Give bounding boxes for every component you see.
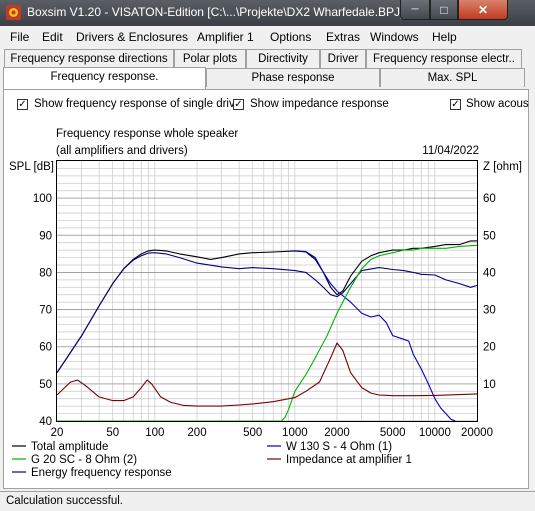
x-tick-label: 20 (51, 427, 64, 439)
menu-amplifier[interactable]: Amplifier 1 (197, 30, 254, 44)
axis-ticks: 40 50 60 70 80 90 100 10 20 30 40 50 60 20 50 100 200 500… (33, 193, 496, 439)
chart-legend: Total amplitude W 130 S - 4 Ohm (1) G 20 S… (12, 441, 412, 479)
y2-tick-label: 10 (483, 379, 496, 391)
impedance-checkbox[interactable]: ✓ (233, 99, 244, 110)
tab-max-spl[interactable]: Max. SPL (380, 68, 525, 87)
chart-date: 11/04/2022 (422, 145, 479, 157)
tab-polar-plots[interactable]: Polar plots (174, 49, 246, 68)
impedance-label: Show impedance response (250, 98, 389, 110)
maximize-button[interactable]: □ (430, 0, 458, 20)
minimize-icon: ─ (411, 4, 419, 15)
tab-directivity[interactable]: Directivity (246, 49, 320, 68)
legend-label: Energy frequency response (31, 467, 172, 479)
right-axis-label: Z [ohm] (483, 161, 522, 173)
menu-file[interactable]: File (10, 30, 30, 44)
y2-tick-label: 20 (483, 342, 496, 354)
x-tick-label: 10000 (419, 427, 451, 439)
title-bar: Boxsim V1.20 - VISATON-Edition [C:\...\P… (0, 0, 535, 26)
menu-help[interactable]: Help (432, 30, 457, 44)
menu-windows[interactable]: Windows (370, 30, 419, 44)
plot-frame (56, 160, 478, 422)
status-bar: Calculation successful. (0, 491, 535, 511)
y-tick-label: 70 (39, 305, 52, 317)
status-text: Calculation successful. (6, 495, 123, 507)
tab-phase-response[interactable]: Phase response (206, 68, 380, 87)
x-tick-label: 500 (243, 427, 262, 439)
chart-subtitle: (all amplifiers and drivers) (56, 145, 188, 157)
chart-series (56, 240, 478, 422)
y2-tick-label: 60 (483, 193, 496, 205)
menu-drivers-enclosures[interactable]: Drivers & Enclosures (76, 30, 189, 44)
close-icon: ✕ (477, 2, 489, 17)
y-tick-label: 40 (39, 416, 52, 428)
series-line-total-amplitude (56, 240, 477, 374)
x-tick-label: 5000 (380, 427, 406, 439)
tab-frequency-response[interactable]: Frequency response. (3, 67, 206, 89)
series-line-g-20-sc-8-ohm-2 (57, 244, 478, 422)
x-tick-label: 100 (145, 427, 164, 439)
tab-driver[interactable]: Driver (320, 49, 366, 68)
x-tick-label: 20000 (461, 427, 493, 439)
x-tick-label: 200 (187, 427, 206, 439)
frequency-response-chart: Frequency response whole speaker (all am… (9, 128, 522, 479)
single-drive-label: Show frequency response of single drive (34, 98, 242, 110)
close-button[interactable]: ✕ (458, 0, 508, 20)
tab-frequency-response-electrical[interactable]: Frequency response electr.. (366, 49, 522, 68)
y2-tick-label: 40 (483, 267, 496, 279)
y-tick-label: 90 (39, 230, 52, 242)
y2-tick-label: 50 (483, 230, 496, 242)
menu-extras[interactable]: Extras (326, 30, 361, 44)
tab-strip: Frequency response directions Polar plot… (0, 47, 535, 89)
x-tick-label: 1000 (282, 427, 308, 439)
series-line-w-130-s-4-ohm-1 (294, 250, 456, 422)
x-tick-label: 50 (106, 427, 119, 439)
minimize-button[interactable]: ─ (400, 0, 430, 20)
legend-label: G 20 SC - 8 Ohm (2) (31, 454, 137, 466)
y2-tick-label: 30 (483, 305, 496, 317)
y-tick-label: 80 (39, 267, 52, 279)
menu-options[interactable]: Options (270, 30, 312, 44)
chart-panel: ✓ Show frequency response of single driv… (3, 89, 529, 489)
menu-edit[interactable]: Edit (42, 30, 63, 44)
y-tick-label: 50 (39, 379, 52, 391)
y-tick-label: 60 (39, 342, 52, 354)
chart-grid (57, 161, 477, 422)
app-icon (6, 5, 21, 20)
legend-label: Impedance at amplifier 1 (286, 454, 412, 466)
display-options: ✓ Show frequency response of single driv… (4, 95, 529, 116)
acoustic-checkbox[interactable]: ✓ (450, 99, 461, 110)
maximize-icon: □ (440, 2, 448, 17)
y-tick-label: 100 (33, 193, 52, 205)
menu-bar: File Edit Drivers & Enclosures Amplifier… (0, 26, 535, 47)
x-tick-label: 2000 (324, 427, 350, 439)
tab-frequency-response-directions[interactable]: Frequency response directions (4, 49, 174, 68)
series-line-impedance-at-amplifier-1 (56, 342, 478, 407)
window-title: Boxsim V1.20 - VISATON-Edition [C:\...\P… (27, 5, 404, 19)
left-axis-label: SPL [dB] (9, 161, 54, 173)
series-line-energy-frequency-response (56, 252, 478, 374)
legend-label: Total amplitude (31, 441, 108, 453)
chart-title: Frequency response whole speaker (56, 128, 238, 140)
single-drive-checkbox[interactable]: ✓ (17, 99, 28, 110)
acoustic-label: Show acous (466, 98, 529, 110)
legend-label: W 130 S - 4 Ohm (1) (286, 441, 392, 453)
